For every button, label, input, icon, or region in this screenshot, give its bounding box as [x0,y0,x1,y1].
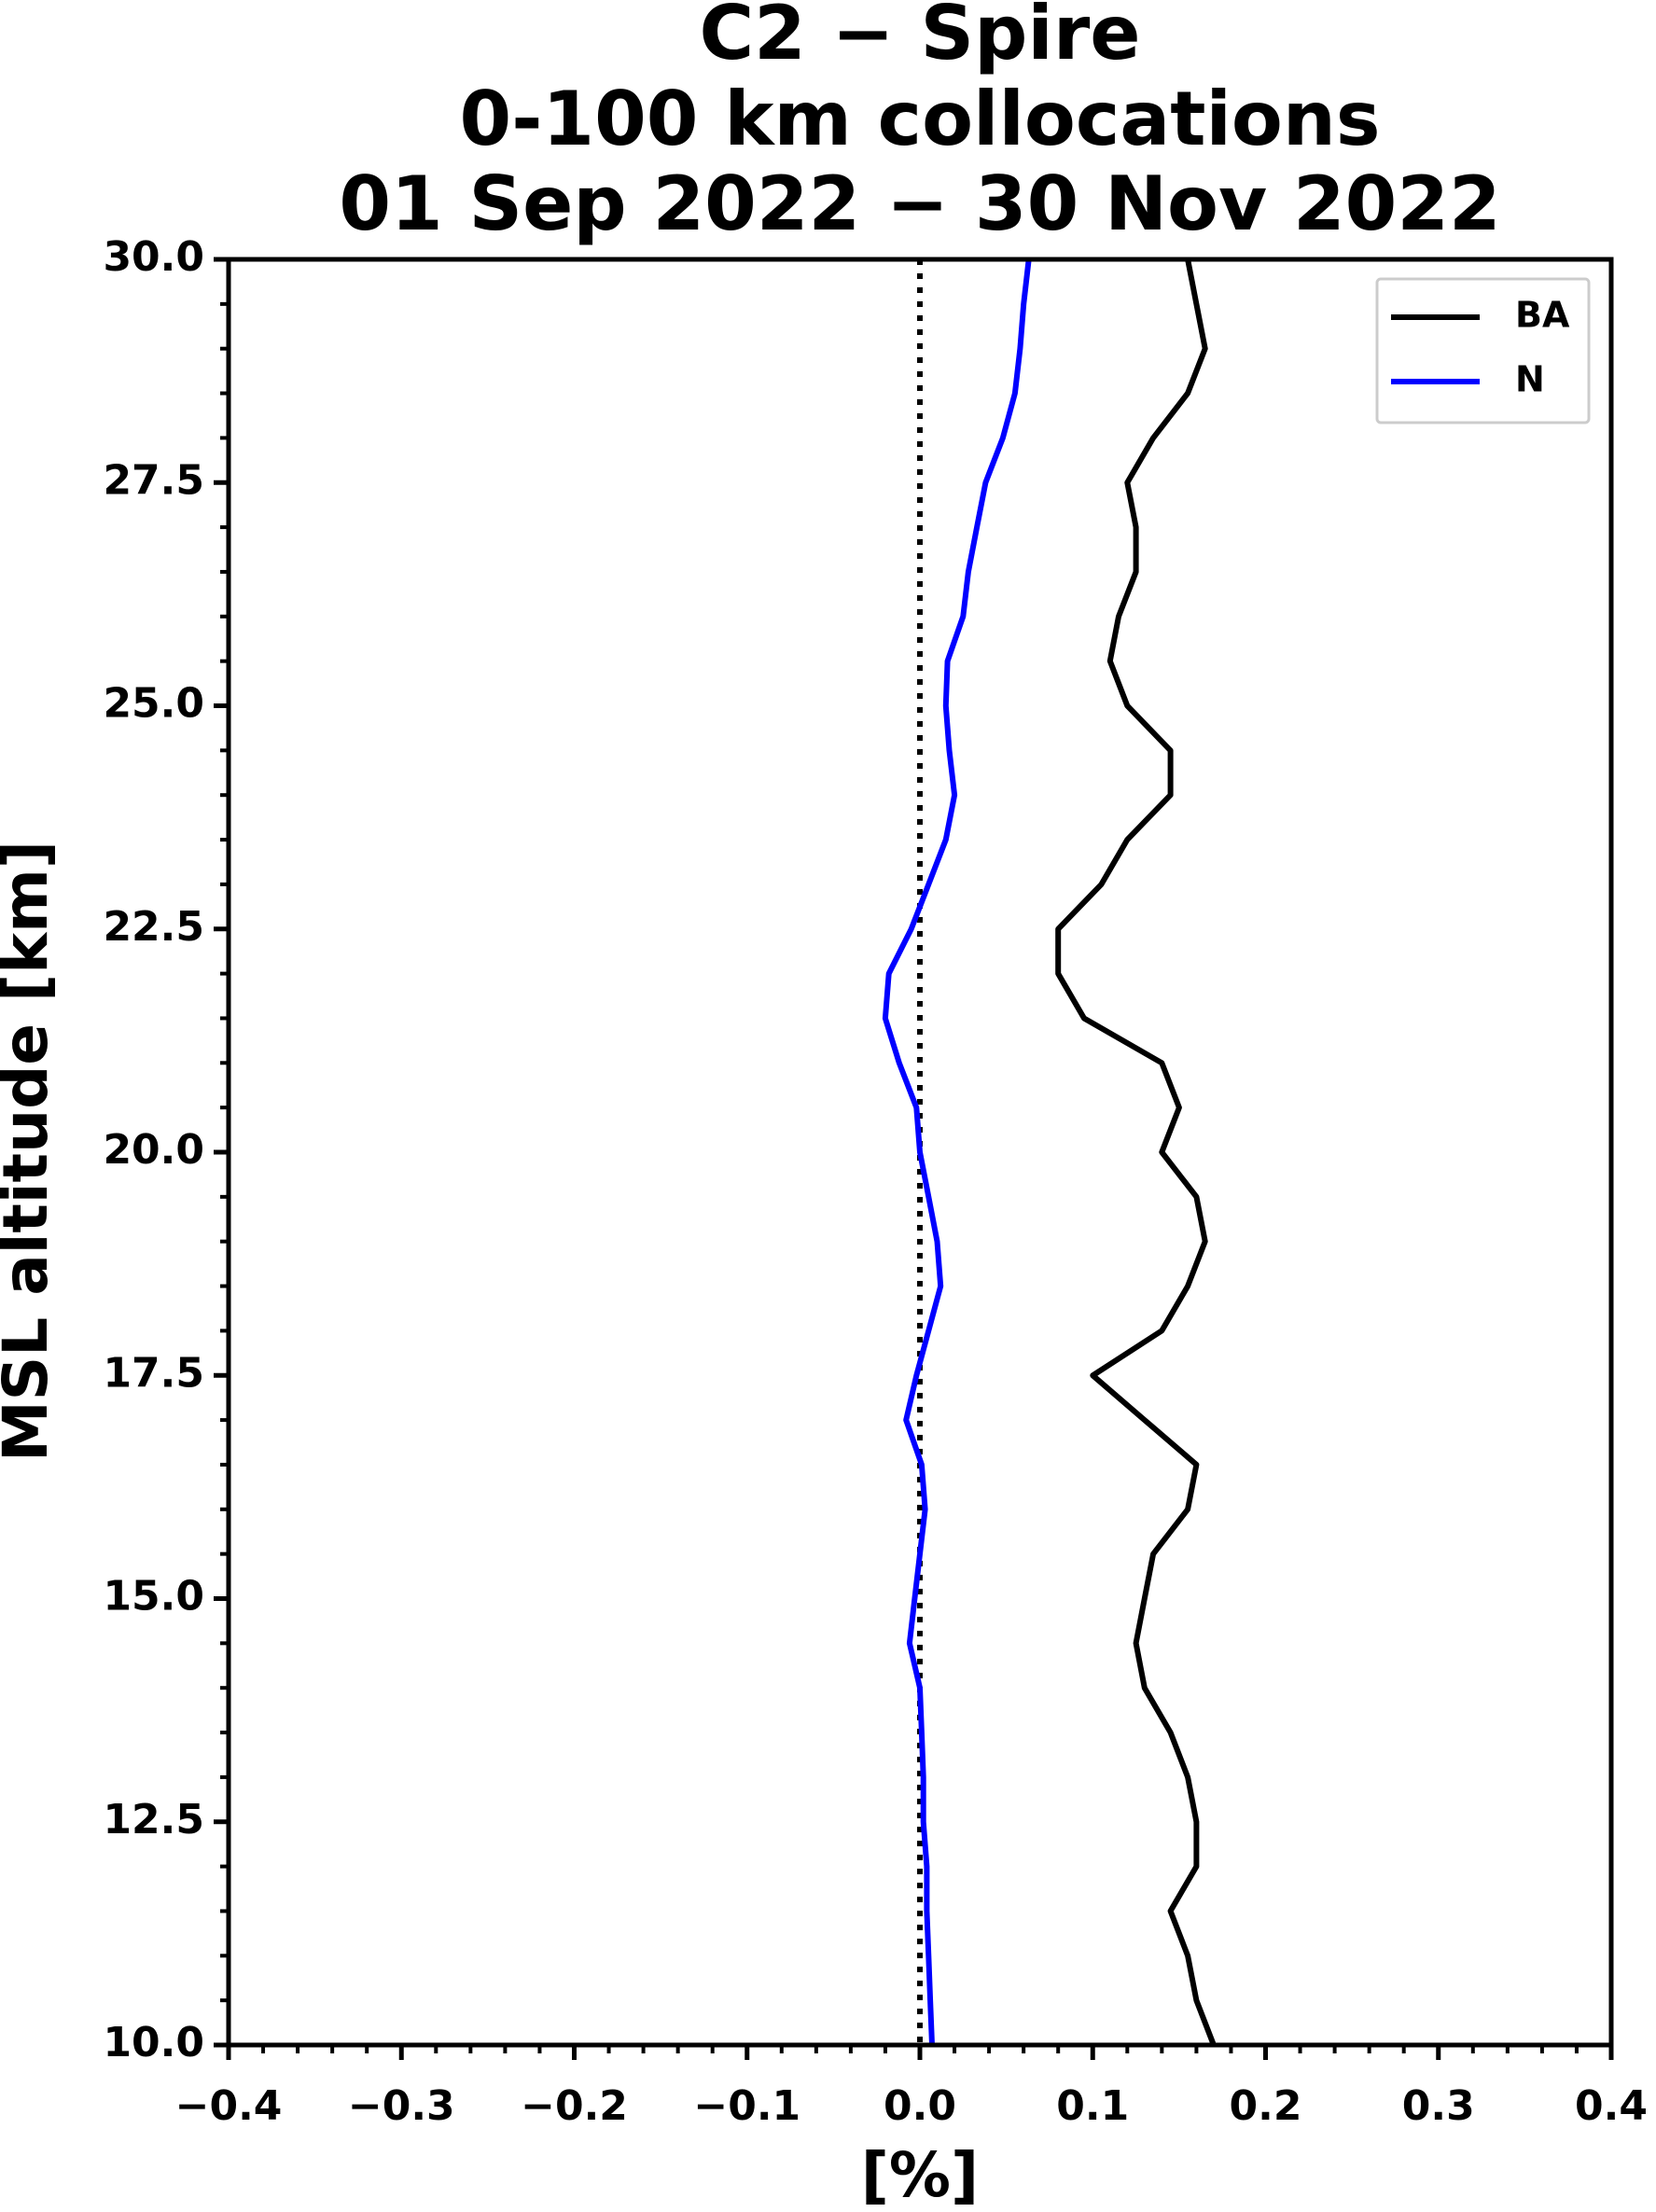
y-tick-label: 30.0 [103,233,204,281]
y-tick-label: 15.0 [103,1573,204,1621]
y-axis-label: MSL altitude [km] [0,841,62,1462]
y-tick-label: 20.0 [103,1126,204,1174]
x-tick-label: 0.2 [1230,2082,1302,2130]
y-tick-label: 25.0 [103,680,204,728]
x-tick-label: −0.4 [175,2082,283,2130]
profile-line [1055,258,1217,2047]
x-tick-label: 0.1 [1056,2082,1129,2130]
chart-title: 0-100 km collocations [460,76,1381,162]
y-tick-label: 17.5 [103,1349,204,1397]
x-tick-label: 0.0 [884,2082,956,2130]
legend-label: N [1515,359,1545,400]
chart-title: 01 Sep 2022 − 30 Nov 2022 [339,160,1500,247]
profile-line [882,258,1032,2046]
chart-title: C2 − Spire [699,0,1140,77]
x-tick-label: −0.3 [348,2082,455,2130]
x-tick-label: 0.3 [1402,2082,1475,2130]
legend-label: BA [1515,295,1570,336]
x-tick-label: −0.2 [521,2082,628,2130]
y-tick-label: 10.0 [103,2019,204,2066]
y-tick-label: 12.5 [103,1796,204,1843]
plot-frame [226,257,1614,2048]
y-tick-label: 27.5 [103,456,204,504]
x-axis-label: [%] [861,2139,979,2211]
y-tick-label: 22.5 [103,903,204,951]
x-tick-label: −0.1 [693,2082,800,2130]
x-tick-label: 0.4 [1575,2082,1648,2130]
